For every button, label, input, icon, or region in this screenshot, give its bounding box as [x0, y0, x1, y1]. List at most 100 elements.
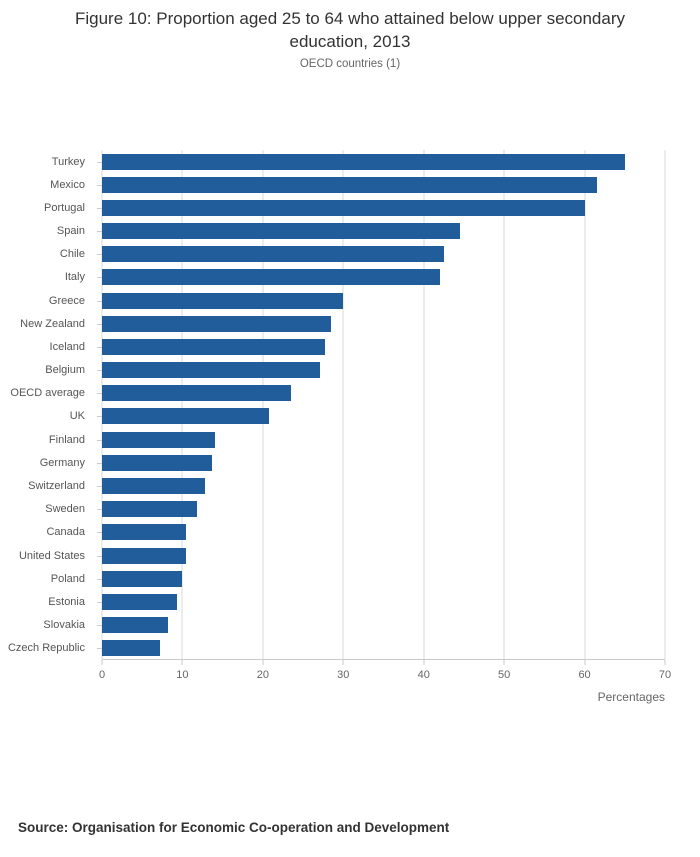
bar-track	[97, 173, 665, 196]
bar-row: Canada	[0, 521, 700, 544]
x-axis-tick	[181, 660, 183, 665]
category-label: Czech Republic	[7, 642, 85, 655]
category-label: Portugal	[44, 201, 85, 214]
category-label: Slovakia	[43, 619, 85, 632]
gridline	[342, 150, 344, 659]
x-axis-tick	[101, 660, 103, 665]
bar-track	[97, 613, 665, 636]
bar-row: Sweden	[0, 498, 700, 521]
category-label: Finland	[48, 433, 85, 446]
bar-row: Spain	[0, 220, 700, 243]
bar-row: Czech Republic	[0, 637, 700, 660]
category-label: United States	[18, 549, 85, 562]
bar-row: New Zealand	[0, 312, 700, 335]
bar-row: Portugal	[0, 196, 700, 219]
bar-row: Mexico	[0, 173, 700, 196]
bar-row: Estonia	[0, 590, 700, 613]
bar-row: UK	[0, 405, 700, 428]
category-label: Poland	[50, 572, 85, 585]
bar-row: Italy	[0, 266, 700, 289]
bar-track	[97, 266, 665, 289]
bar-track	[97, 150, 665, 173]
bar-row: Chile	[0, 243, 700, 266]
bar-track	[97, 220, 665, 243]
category-label: Sweden	[45, 503, 85, 516]
bar-track	[97, 521, 665, 544]
bar-row: Switzerland	[0, 474, 700, 497]
bar-track	[97, 451, 665, 474]
plot-area	[101, 150, 666, 660]
bar	[102, 477, 205, 494]
bar-row: United States	[0, 544, 700, 567]
bar	[102, 454, 213, 471]
bar-track	[97, 382, 665, 405]
bar-row: OECD average	[0, 382, 700, 405]
bar-rows: Turkey Mexico Portugal Spain Chile Italy Greec…	[0, 150, 700, 660]
x-axis-tick	[342, 660, 344, 665]
bar	[102, 315, 332, 332]
bar-row: Belgium	[0, 359, 700, 382]
bar-row: Slovakia	[0, 613, 700, 636]
x-tick-label: 50	[498, 669, 511, 681]
x-axis-tick	[664, 660, 666, 665]
source-note: Source: Organisation for Economic Co-ope…	[18, 820, 450, 835]
bar	[102, 199, 585, 216]
bar-track	[97, 544, 665, 567]
gridline	[664, 150, 666, 659]
category-label: Mexico	[50, 178, 85, 191]
bar-row: Finland	[0, 428, 700, 451]
category-label: Estonia	[48, 595, 85, 608]
x-axis-title: Percentages	[597, 690, 665, 704]
bar-track	[97, 637, 665, 660]
bar-track	[97, 590, 665, 613]
bar-row: Poland	[0, 567, 700, 590]
bar	[102, 385, 291, 402]
x-axis-tick	[262, 660, 264, 665]
bar	[102, 640, 160, 657]
category-label: Belgium	[45, 364, 85, 377]
bar-row: Greece	[0, 289, 700, 312]
bar-track	[97, 359, 665, 382]
x-tick-label: 70	[658, 669, 672, 681]
bar	[102, 292, 344, 309]
chart-subtitle: OECD countries (1)	[299, 58, 401, 70]
bar	[102, 246, 444, 263]
x-axis-tick-labels: 0 10 20 30 40 50 60 70	[98, 669, 671, 683]
bar	[102, 176, 597, 193]
bar-track	[97, 567, 665, 590]
bar-track	[97, 428, 665, 451]
bar-track	[97, 289, 665, 312]
x-axis-tick	[584, 660, 586, 665]
gridline	[262, 150, 264, 659]
bar	[102, 362, 320, 379]
bar-track	[97, 196, 665, 219]
category-label: Chile	[59, 248, 85, 261]
bar	[102, 408, 270, 425]
bar	[102, 501, 197, 518]
bar-track	[97, 474, 665, 497]
category-label: Canada	[46, 526, 85, 539]
category-label: Italy	[64, 271, 85, 284]
bar-row: Turkey	[0, 150, 700, 173]
category-label: New Zealand	[20, 317, 85, 330]
bar	[102, 547, 186, 564]
bar	[102, 524, 187, 541]
category-label: UK	[69, 410, 85, 423]
x-axis-tick	[503, 660, 505, 665]
gridline	[181, 150, 183, 659]
bar	[102, 617, 168, 634]
bar	[102, 431, 216, 448]
category-label: Switzerland	[28, 479, 85, 492]
bar-track	[97, 243, 665, 266]
x-axis-tick	[423, 660, 425, 665]
x-axis-ticks	[101, 660, 666, 665]
x-tick-label: 0	[98, 669, 106, 681]
category-label: OECD average	[10, 387, 85, 400]
bar-track	[97, 312, 665, 335]
category-label: Spain	[56, 225, 85, 238]
x-tick-label: 40	[417, 669, 430, 681]
bar	[102, 338, 325, 355]
bar-row: Germany	[0, 451, 700, 474]
gridline	[503, 150, 505, 659]
